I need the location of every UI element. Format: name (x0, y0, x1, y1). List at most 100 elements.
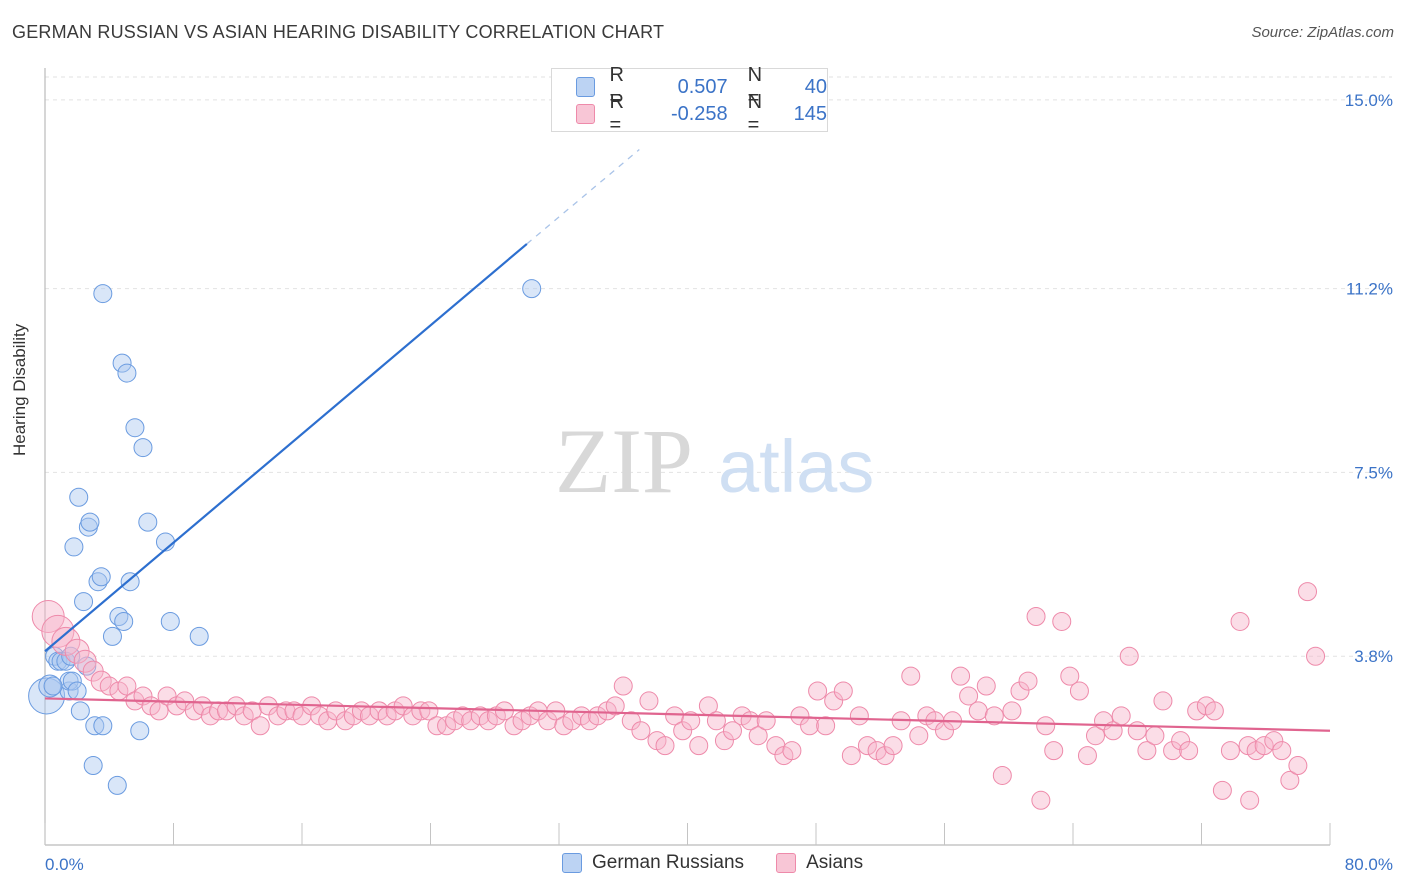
german-russians-trend-line (44, 243, 528, 653)
asians-point (689, 736, 709, 756)
asians-point (816, 716, 836, 736)
german-russians-point (112, 353, 132, 373)
legend-swatch-asians (576, 104, 596, 124)
german-russians-point (74, 592, 94, 612)
asians-point (1230, 611, 1250, 631)
asians-point (857, 736, 877, 756)
legend-swatch-asians (776, 853, 797, 873)
asians-point (681, 711, 701, 731)
german-russians-point (133, 438, 153, 458)
watermark-atlas: atlas (718, 425, 874, 508)
asians-point (800, 716, 820, 736)
german-russians-point (85, 716, 105, 736)
asians-point (808, 681, 828, 701)
source-label: Source: ZipAtlas.com (1251, 24, 1394, 41)
asians-point (411, 701, 431, 721)
legend-r-label: R = (609, 91, 624, 136)
bottom-legend: German Russians Asians (562, 852, 863, 874)
asians-point (714, 731, 734, 751)
german-russians-point (120, 572, 140, 592)
asians-point (1306, 646, 1326, 666)
data-points (28, 279, 1326, 810)
german-russians-point (62, 671, 82, 691)
asians-point (1204, 701, 1224, 721)
legend-swatch-german-russians (576, 77, 596, 97)
asians-point (1298, 582, 1318, 602)
asians-point (1052, 611, 1072, 631)
asians-point (1179, 741, 1199, 761)
asians-point (1288, 756, 1308, 776)
y-tick-label: 3.8% (1354, 647, 1393, 666)
legend-swatch-german-russians (562, 853, 582, 873)
asians-point (883, 736, 903, 756)
german-russians-point (69, 487, 89, 507)
asians-point (1026, 606, 1046, 626)
legend-r-value: -0.258 (670, 102, 728, 125)
legend-row-asians: R = -0.258 N = 145 (576, 91, 828, 136)
asians-point (1212, 780, 1232, 800)
asians-point (258, 696, 278, 716)
asians-point (427, 716, 447, 736)
german-russians-point (138, 512, 158, 532)
german-russians-point (107, 775, 127, 795)
asians-point (833, 681, 853, 701)
asians-point (419, 701, 439, 721)
asians-trend-line (44, 697, 1331, 732)
axes (44, 68, 1331, 846)
asians-point (250, 716, 270, 736)
legend-label-asians: Asians (806, 852, 864, 873)
gridlines (45, 76, 1392, 657)
asians-point (748, 726, 768, 746)
legend-r-label: R = (609, 64, 624, 109)
german-russians-trend-extension (526, 149, 640, 245)
asians-point (992, 765, 1012, 785)
asians-point (1272, 741, 1292, 761)
asians-point (1171, 731, 1191, 751)
x-tick-label: 80.0% (1345, 855, 1393, 874)
legend-n-label: N = (747, 64, 763, 109)
german-russians-point (43, 676, 63, 696)
asians-point (1153, 691, 1173, 711)
german-russians-point (91, 567, 111, 587)
y-axis-label: Hearing Disability (10, 323, 29, 456)
asians-point (655, 736, 675, 756)
asians-point (1240, 790, 1260, 810)
german-russians-point (189, 626, 209, 646)
german-russians-point (80, 512, 100, 532)
legend-row-german-russians: R = 0.507 N = 40 (576, 64, 827, 109)
asians-point (909, 726, 929, 746)
asians-point (984, 706, 1004, 726)
legend-n-label: N = (747, 91, 763, 136)
asians-point (639, 691, 659, 711)
asians-point (1069, 681, 1089, 701)
chart-title: GERMAN RUSSIAN VS ASIAN HEARING DISABILI… (12, 22, 665, 42)
legend: R = 0.507 N = 40 R = -0.258 N = 145 (551, 64, 828, 136)
asians-point (901, 666, 921, 686)
asians-point (722, 721, 742, 741)
german-russians-point (114, 611, 134, 631)
asians-point (117, 676, 137, 696)
german-russians-point (160, 611, 180, 631)
asians-point (1254, 736, 1274, 756)
watermark-zip: ZIP (555, 410, 693, 512)
asians-point (976, 676, 996, 696)
german-russians-point (88, 572, 108, 592)
asians-point (824, 691, 844, 711)
german-russians-point (93, 716, 113, 736)
asians-point (1031, 790, 1051, 810)
asians-point (1010, 681, 1030, 701)
asians-point (1018, 671, 1038, 691)
german-russians-point (67, 681, 87, 701)
german-russians-point (125, 418, 145, 438)
asians-point (841, 746, 861, 766)
x-tick-label: 0.0% (45, 855, 84, 874)
y-tick-label: 7.5% (1354, 463, 1393, 482)
asians-point (1137, 741, 1157, 761)
asians-point (790, 706, 810, 726)
asians-point (605, 696, 625, 716)
asians-point (621, 711, 641, 731)
asians-point (959, 686, 979, 706)
legend-n-value: 145 (793, 102, 828, 125)
asians-point (1085, 726, 1105, 746)
german-russians-point (64, 537, 84, 557)
